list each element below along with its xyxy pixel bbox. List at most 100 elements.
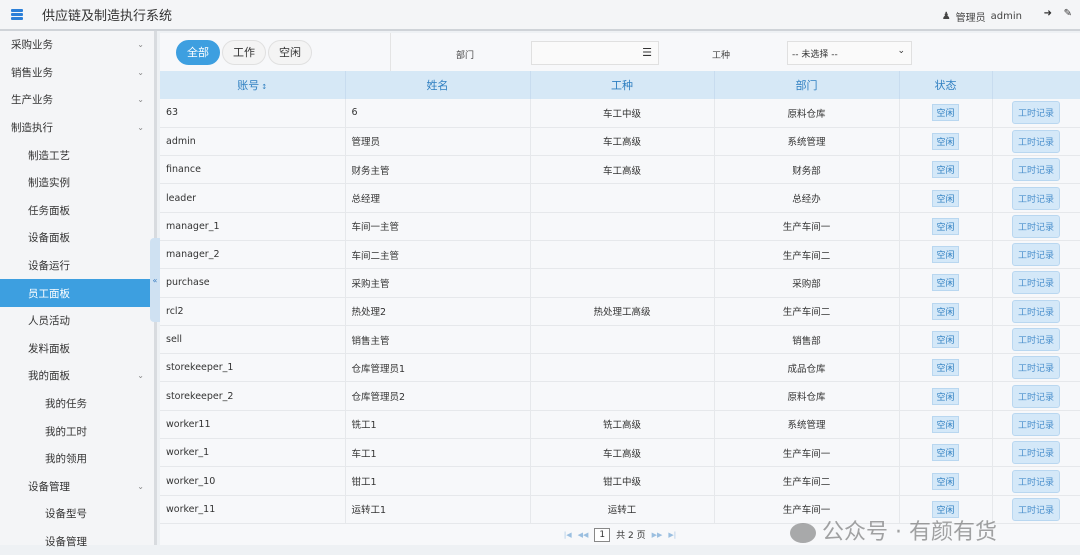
sidebar-item[interactable]: 我的面板 ⌄ [0, 362, 154, 390]
status-badge: 空闲 [932, 444, 959, 462]
table-cell: 车间一主管 [345, 212, 531, 241]
table-cell: sell [160, 325, 346, 355]
dept-input[interactable]: ☰ [531, 41, 659, 65]
status-badge: 空闲 [932, 472, 959, 490]
column-header[interactable]: 状态 [899, 71, 993, 99]
table-cell: 空闲 [899, 183, 993, 213]
column-header[interactable] [992, 71, 1080, 99]
work-hours-button[interactable]: 工时记录 [1011, 441, 1060, 465]
table-cell: 工时记录 [992, 127, 1080, 157]
cell-text: 车工1 [351, 448, 377, 460]
table-cell: 63 [160, 99, 346, 128]
sidebar-item[interactable]: 制造执行 ⌄ [0, 114, 154, 142]
work-hours-button[interactable]: 工时记录 [1011, 497, 1060, 521]
tab-all[interactable]: 全部 [176, 39, 220, 65]
main-panel: 全部 工作 空闲 部门 ☰ 工种 -- 未选择 -- ⌄ 账号 ↕ 姓名 工种 部门 状态… [160, 33, 1080, 545]
table-cell: 生产车间二 [714, 297, 900, 326]
sidebar-item[interactable]: 我的任务 [0, 390, 154, 418]
sidebar-item[interactable]: 我的工时 [0, 417, 154, 445]
sidebar-item[interactable]: 我的领用 [0, 445, 154, 473]
header-label: 工种 [611, 79, 633, 92]
menu-icon[interactable] [11, 9, 23, 20]
prev-page-icon[interactable]: ◀◀ [577, 530, 589, 539]
table-cell: 工时记录 [992, 438, 1080, 468]
column-header[interactable]: 工种 [530, 71, 715, 99]
work-hours-button[interactable]: 工时记录 [1011, 129, 1060, 153]
work-hours-button[interactable]: 工时记录 [1011, 384, 1060, 408]
sidebar-item[interactable]: 员工面板 [0, 279, 154, 307]
table-cell: manager_1 [160, 212, 346, 241]
sidebar-item[interactable]: 设备运行 [0, 252, 154, 280]
cell-text: 生产车间一 [782, 222, 831, 234]
sidebar-item[interactable]: 设备型号 [0, 500, 154, 528]
sidebar-item[interactable]: 设备管理 [0, 528, 154, 555]
sidebar-item[interactable]: 制造实例 [0, 169, 154, 197]
sort-icon[interactable]: ↕ [259, 83, 268, 91]
last-page-icon[interactable]: ▶| [668, 530, 677, 539]
table-cell: 财务主管 [345, 155, 531, 185]
sidebar-item[interactable]: 销售业务 ⌄ [0, 59, 154, 87]
status-badge: 空闲 [932, 132, 959, 150]
table-cell: 原料仓库 [714, 381, 900, 411]
work-hours-button[interactable]: 工时记录 [1011, 299, 1060, 323]
page-input[interactable]: 1 [594, 527, 611, 542]
table-row: storekeeper_1 仓库管理员1 成品仓库 空闲 工时记录 [160, 353, 1080, 383]
sidebar-item[interactable]: 发料面板 [0, 335, 154, 363]
column-header[interactable]: 姓名 [345, 71, 531, 99]
status-badge: 空闲 [932, 415, 959, 433]
sidebar-item-label: 制造工艺 [28, 149, 70, 162]
cell-text: 采购主管 [351, 278, 390, 290]
table-cell: 铣工高级 [530, 410, 715, 440]
collapse-sidebar-handle[interactable]: « [150, 238, 160, 322]
work-hours-button[interactable]: 工时记录 [1011, 469, 1060, 493]
work-hours-button[interactable]: 工时记录 [1011, 158, 1060, 182]
table-cell: 生产车间二 [714, 240, 900, 270]
work-hours-button[interactable]: 工时记录 [1011, 214, 1060, 238]
sidebar-item[interactable]: 设备管理 ⌄ [0, 473, 154, 501]
table-cell: 系统管理 [714, 410, 900, 440]
work-hours-button[interactable]: 工时记录 [1011, 271, 1060, 295]
user-info[interactable]: ♟ 管理员 admin [941, 11, 1022, 24]
work-hours-button[interactable]: 工时记录 [1011, 101, 1060, 125]
cell-text: 原料仓库 [787, 108, 826, 120]
table-row: manager_2 车间二主管 生产车间二 空闲 工时记录 [160, 240, 1080, 270]
work-hours-button[interactable]: 工时记录 [1011, 186, 1060, 210]
next-page-icon[interactable]: ▶▶ [651, 530, 663, 539]
table-cell: 工时记录 [992, 155, 1080, 185]
sidebar-item[interactable]: 设备面板 [0, 224, 154, 252]
cell-text: 系统管理 [787, 420, 826, 432]
table-cell: 空闲 [899, 410, 993, 440]
sidebar-item[interactable]: 人员活动 [0, 307, 154, 335]
column-header[interactable]: 账号 ↕ [160, 71, 346, 99]
tab-idle[interactable]: 空闲 [268, 39, 312, 65]
logout-icon[interactable]: ➜ [1043, 8, 1052, 19]
sidebar-item[interactable]: 制造工艺 [0, 141, 154, 169]
table-cell: worker_1 [160, 438, 346, 468]
table-cell: 热处理工高级 [530, 297, 715, 326]
tab-working[interactable]: 工作 [222, 39, 266, 65]
work-hours-button[interactable]: 工时记录 [1011, 412, 1060, 436]
cell-text: manager_1 [166, 220, 220, 232]
cell-text: 财务主管 [351, 165, 390, 177]
worktype-select[interactable]: -- 未选择 -- ⌄ [787, 41, 912, 65]
cell-text: 车间二主管 [351, 250, 400, 262]
work-hours-button[interactable]: 工时记录 [1011, 356, 1060, 380]
header-label: 姓名 [426, 79, 449, 92]
sidebar-item[interactable]: 采购业务 ⌄ [0, 31, 154, 59]
sidebar-item[interactable]: 生产业务 ⌄ [0, 86, 154, 114]
brush-icon[interactable]: ✎ [1063, 8, 1072, 19]
first-page-icon[interactable]: |◀ [563, 530, 572, 539]
table-cell [530, 353, 715, 383]
sidebar-item-label: 设备管理 [45, 535, 87, 548]
cell-text: 车工高级 [602, 448, 641, 460]
table-cell: 车工中级 [530, 99, 715, 128]
list-icon[interactable]: ☰ [642, 46, 652, 59]
work-hours-button[interactable]: 工时记录 [1011, 243, 1060, 267]
sidebar-item-label: 人员活动 [28, 315, 70, 328]
sidebar-item-label: 销售业务 [11, 66, 53, 79]
work-hours-button[interactable]: 工时记录 [1011, 328, 1060, 352]
column-header[interactable]: 部门 [714, 71, 900, 99]
table-row: 63 6 车工中级 原料仓库 空闲 工时记录 [160, 99, 1080, 128]
sidebar-item[interactable]: 任务面板 [0, 197, 154, 225]
table-cell [530, 381, 715, 411]
